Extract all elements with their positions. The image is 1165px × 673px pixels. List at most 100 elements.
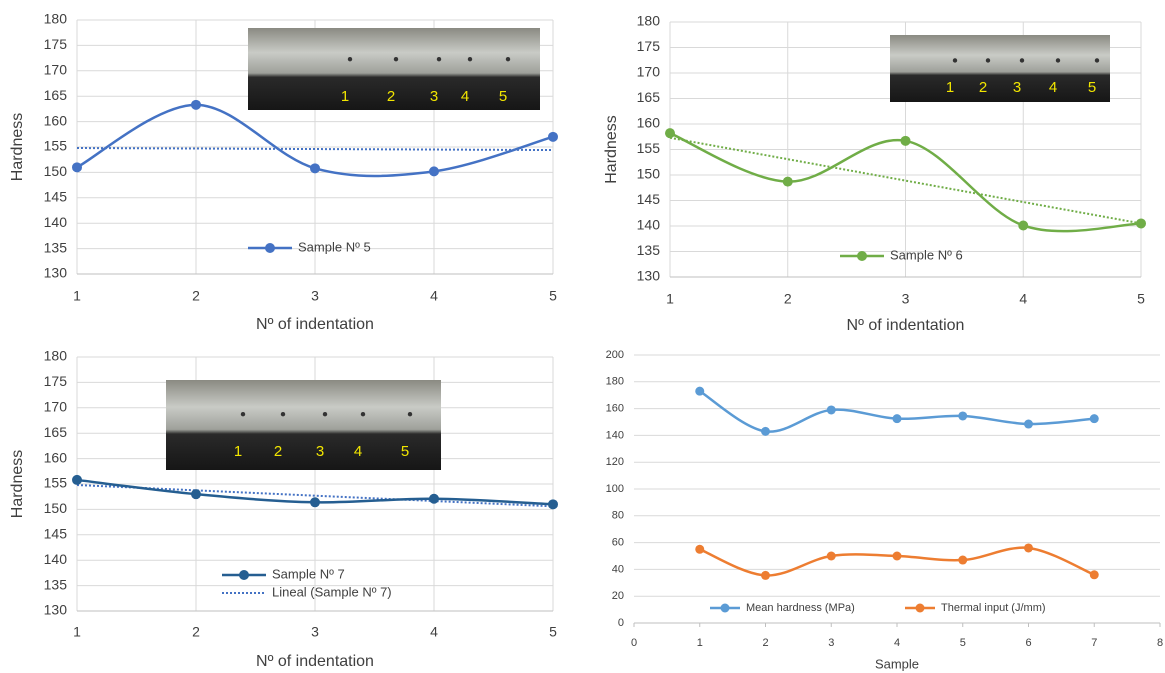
- x-tick-label: 5: [549, 288, 557, 304]
- series-marker: [761, 426, 770, 436]
- series-marker: [782, 176, 793, 187]
- series-marker: [310, 163, 320, 174]
- y-tick-label: 175: [637, 38, 661, 54]
- indent-dot: [1094, 58, 1100, 63]
- indent-dot: [280, 412, 286, 417]
- legend-label: Sample Nº 5: [298, 239, 371, 254]
- legend-label: Lineal (Sample Nº 7): [272, 584, 392, 599]
- x-tick-label: 4: [430, 288, 438, 304]
- x-tick-label: 2: [762, 637, 768, 649]
- series-marker: [695, 544, 705, 554]
- series-marker: [900, 135, 911, 146]
- y-tick-label: 170: [44, 62, 68, 78]
- series-marker: [958, 555, 968, 565]
- indent-dot: [1019, 58, 1025, 63]
- inset-label: 4: [461, 88, 469, 105]
- inset-label: 1: [234, 443, 242, 460]
- y-tick-label: 155: [44, 138, 68, 154]
- y-axis-label: Hardness: [9, 113, 26, 181]
- legend-marker: [915, 603, 925, 613]
- series-marker: [826, 551, 836, 561]
- series-line: [699, 390, 1095, 433]
- y-tick-label: 150: [44, 163, 68, 179]
- y-tick-label: 150: [637, 166, 661, 182]
- x-tick-label: 1: [666, 291, 674, 307]
- inset-label: 3: [1013, 79, 1021, 96]
- indent-dot: [407, 412, 413, 417]
- indent-dot: [467, 56, 473, 62]
- legend-label: Sample Nº 6: [890, 247, 963, 262]
- x-tick-label: 1: [697, 637, 703, 649]
- x-axis-label: Sample: [875, 656, 919, 671]
- x-tick-label: 3: [311, 288, 319, 304]
- y-tick-label: 160: [44, 112, 68, 128]
- series-marker: [1089, 414, 1099, 424]
- inset-label: 4: [1049, 79, 1057, 96]
- y-tick-label: 160: [606, 403, 624, 415]
- indent-dot: [1055, 58, 1061, 63]
- y-tick-label: 160: [44, 449, 68, 465]
- legend-marker: [720, 603, 730, 613]
- y-tick-label: 135: [44, 239, 68, 255]
- indent-dot: [436, 56, 442, 62]
- inset-label: 2: [274, 443, 282, 460]
- x-tick-label: 3: [311, 624, 319, 640]
- inset-label: 4: [354, 443, 362, 460]
- y-tick-label: 0: [618, 617, 624, 629]
- x-tick-label: 2: [192, 288, 200, 304]
- indent-dot: [322, 412, 328, 417]
- x-axis-label: Nº of indentation: [256, 653, 374, 670]
- series-marker: [892, 414, 902, 424]
- y-tick-label: 175: [44, 373, 68, 389]
- y-axis-label: Hardness: [603, 115, 620, 183]
- y-tick-label: 180: [44, 11, 68, 27]
- x-tick-label: 4: [1019, 291, 1027, 307]
- trendline: [76, 484, 554, 508]
- series-marker: [548, 499, 558, 510]
- legend-label: Mean hardness (MPa): [746, 602, 855, 614]
- x-axis-label: Nº of indentation: [256, 316, 374, 333]
- y-tick-label: 145: [637, 191, 661, 207]
- legend-label: Sample Nº 7: [272, 566, 345, 581]
- series-marker: [958, 411, 968, 421]
- legend-marker: [265, 243, 275, 253]
- y-tick-label: 180: [606, 376, 624, 388]
- indent-dot: [393, 56, 399, 62]
- series-marker: [1024, 419, 1033, 429]
- inset-label: 3: [430, 88, 438, 105]
- series-marker: [1136, 218, 1146, 229]
- indent-dot: [240, 412, 246, 417]
- y-tick-label: 160: [637, 115, 661, 131]
- series-marker: [1018, 220, 1029, 231]
- inset-label: 3: [316, 443, 324, 460]
- x-tick-label: 5: [1137, 291, 1145, 307]
- y-tick-label: 130: [44, 602, 68, 618]
- series-marker: [892, 551, 902, 561]
- y-tick-label: 170: [637, 64, 661, 80]
- y-tick-label: 140: [44, 214, 68, 230]
- series-marker: [1024, 543, 1033, 553]
- y-tick-label: 145: [44, 189, 68, 205]
- y-tick-label: 130: [44, 265, 68, 281]
- series-marker: [665, 128, 675, 139]
- y-tick-label: 60: [612, 537, 624, 549]
- y-tick-label: 80: [612, 510, 624, 522]
- y-tick-label: 155: [637, 140, 661, 156]
- legend-marker: [857, 251, 867, 261]
- y-tick-label: 135: [637, 242, 661, 258]
- series-marker: [826, 405, 836, 415]
- series-marker: [72, 474, 82, 485]
- x-tick-label: 3: [828, 637, 834, 649]
- x-tick-label: 8: [1157, 637, 1163, 649]
- x-tick-label: 6: [1025, 637, 1031, 649]
- y-tick-label: 40: [612, 563, 624, 575]
- indent-dot: [505, 56, 511, 62]
- x-tick-label: 1: [73, 624, 81, 640]
- x-tick-label: 4: [430, 624, 438, 640]
- y-tick-label: 140: [44, 551, 68, 567]
- x-tick-label: 5: [960, 637, 966, 649]
- x-tick-label: 1: [73, 288, 81, 304]
- y-tick-label: 165: [637, 89, 661, 105]
- inset-label: 5: [499, 88, 507, 105]
